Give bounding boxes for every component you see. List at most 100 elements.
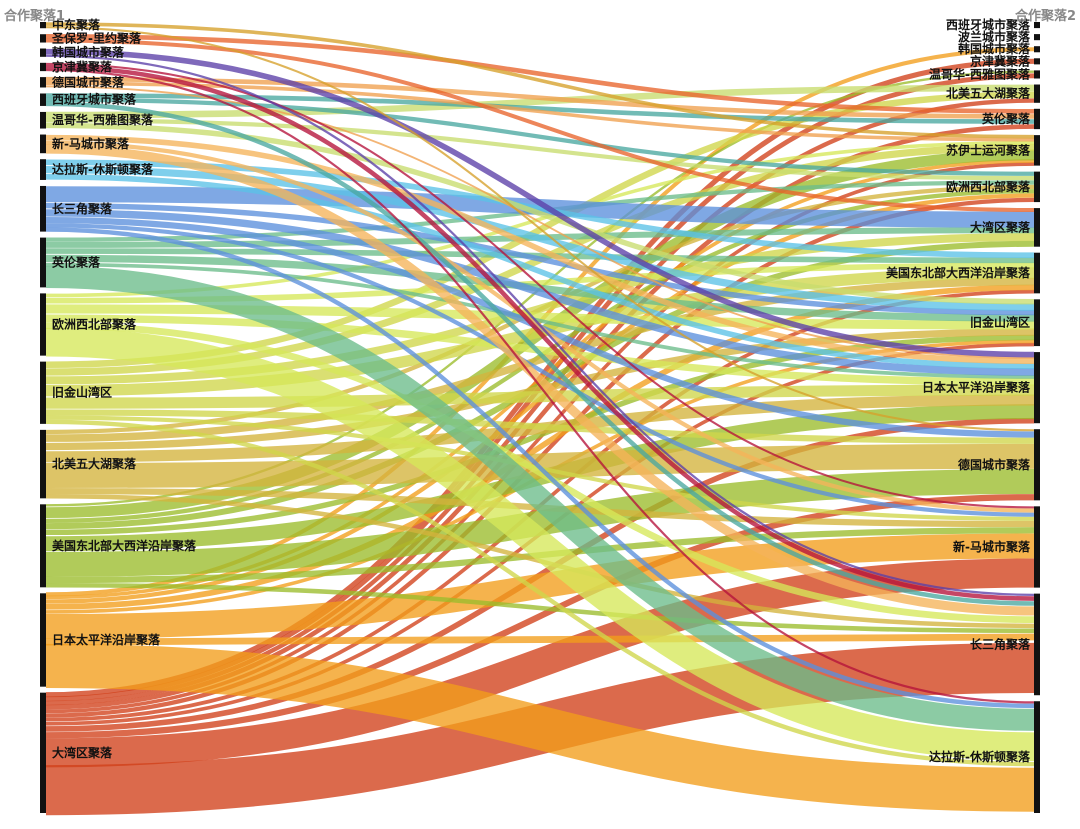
sankey-link xyxy=(45,314,1035,386)
right-node-label: 美国东北部大西洋沿岸聚落 xyxy=(886,265,1031,280)
sankey-link xyxy=(45,248,1035,264)
sankey-link xyxy=(45,64,1035,601)
sankey-link xyxy=(45,26,1035,432)
left-node-bar xyxy=(40,77,46,88)
right-node-label: 长三角聚落 xyxy=(970,636,1031,651)
sankey-link xyxy=(45,262,1035,379)
left-axis-title: 合作聚落1 xyxy=(4,8,65,24)
left-node-label: 温哥华-西雅图聚落 xyxy=(52,112,154,127)
right-node-label: 新-马城市聚落 xyxy=(953,539,1031,554)
sankey-link xyxy=(45,118,1035,181)
sankey-link xyxy=(45,101,1035,606)
right-node-bar xyxy=(1034,252,1040,294)
sankey-link xyxy=(45,84,1035,119)
left-node-label: 韩国城市聚落 xyxy=(52,45,125,60)
right-node-bar xyxy=(1034,46,1040,53)
left-node-label: 圣保罗-里约聚落 xyxy=(51,30,142,45)
sankey-link xyxy=(45,266,1035,731)
right-node-label: 德国城市聚落 xyxy=(958,457,1031,472)
left-node-label: 日本太平洋沿岸聚落 xyxy=(52,632,161,647)
sankey-link xyxy=(45,254,1035,322)
left-node-label: 中东聚落 xyxy=(52,17,101,32)
right-node-bar xyxy=(1034,34,1040,41)
sankey-link xyxy=(45,322,1035,624)
sankey-link xyxy=(45,469,1035,577)
sankey-link xyxy=(45,97,1035,176)
right-node-bar xyxy=(1034,84,1040,103)
sankey-link xyxy=(45,209,1035,376)
right-node-bar xyxy=(1034,108,1040,130)
right-node-bar xyxy=(1034,135,1040,166)
left-node-label: 达拉斯-休斯顿聚落 xyxy=(52,162,154,177)
right-node-bar xyxy=(1034,701,1040,813)
sankey-link xyxy=(45,22,1035,139)
right-node-bar xyxy=(1034,506,1040,588)
sankey-link xyxy=(45,409,1035,444)
right-node-label: 日本太平洋沿岸聚落 xyxy=(922,380,1031,395)
sankey-link xyxy=(45,533,1035,639)
sankey-link xyxy=(45,633,1035,646)
links-layer xyxy=(45,22,1035,816)
right-node-bar xyxy=(1034,171,1040,203)
right-node-label: 苏伊士运河聚落 xyxy=(946,142,1031,157)
sankey-link xyxy=(45,140,1035,298)
right-node-label: 欧洲西北部聚落 xyxy=(946,179,1031,194)
right-node-bar xyxy=(1034,70,1040,79)
left-node-label: 旧金山湾区 xyxy=(52,385,112,400)
left-node-label: 新-马城市聚落 xyxy=(52,136,130,151)
left-node-bar xyxy=(40,293,46,356)
left-node-label: 京津冀聚落 xyxy=(52,59,113,74)
sankey-link xyxy=(45,48,1035,358)
sankey-link xyxy=(45,54,1035,597)
left-node-bar xyxy=(40,504,46,588)
sankey-link xyxy=(45,582,1035,634)
sankey-link xyxy=(45,122,1035,305)
left-node-bar xyxy=(40,593,46,687)
sankey-link xyxy=(45,62,1035,509)
right-node-label: 英伦聚落 xyxy=(982,111,1031,126)
left-node-bar xyxy=(40,48,46,57)
right-node-bar xyxy=(1034,352,1040,424)
sankey-link xyxy=(45,76,1035,119)
sankey-link xyxy=(45,227,1035,709)
right-node-label: 西班牙城市聚落 xyxy=(946,17,1031,32)
right-node-bar xyxy=(1034,208,1040,247)
left-node-bar xyxy=(40,62,46,72)
sankey-link xyxy=(45,174,1035,369)
left-node-label: 大湾区聚落 xyxy=(52,745,113,760)
right-node-label: 达拉斯-休斯顿聚落 xyxy=(929,749,1031,764)
left-node-bar xyxy=(40,361,46,424)
sankey-link xyxy=(45,68,1035,704)
right-axis-title: 合作聚落2 xyxy=(1015,8,1076,24)
right-node-label: 大湾区聚落 xyxy=(970,219,1031,234)
right-node-label: 北美五大湖聚落 xyxy=(946,86,1031,101)
left-node-label: 欧洲西北部聚落 xyxy=(52,317,137,332)
right-node-label: 温哥华-西雅图聚落 xyxy=(929,66,1031,81)
left-node-label: 北美五大湖聚落 xyxy=(52,456,137,471)
right-node-label: 旧金山湾区 xyxy=(970,315,1030,330)
right-node-bar xyxy=(1034,22,1040,29)
nodes-layer xyxy=(40,22,1040,813)
right-node-bar xyxy=(1034,58,1040,65)
right-node-bar xyxy=(1034,429,1040,501)
left-node-label: 德国城市聚落 xyxy=(52,74,125,89)
sankey-link xyxy=(45,327,1035,761)
left-node-label: 西班牙城市聚落 xyxy=(52,92,137,107)
left-node-label: 英伦聚落 xyxy=(52,254,101,269)
sankey-link xyxy=(45,85,1035,359)
sankey-link xyxy=(45,419,1035,767)
sankey-link xyxy=(45,33,1035,114)
sankey-link xyxy=(45,202,1035,316)
labels-layer: 中东聚落圣保罗-里约聚落韩国城市聚落京津冀聚落德国城市聚落西班牙城市聚落温哥华-… xyxy=(51,17,1031,764)
right-node-bar xyxy=(1034,299,1040,347)
sankey-link xyxy=(45,643,1035,812)
left-node-bar xyxy=(40,692,46,813)
right-node-label: 韩国城市聚落 xyxy=(958,41,1031,56)
left-node-bar xyxy=(40,429,46,499)
left-node-bar xyxy=(40,34,46,43)
left-node-label: 美国东北部大西洋沿岸聚落 xyxy=(52,538,197,553)
right-node-label: 波兰城市聚落 xyxy=(958,29,1031,44)
left-node-bar xyxy=(40,185,46,232)
sankey-link xyxy=(45,159,1035,259)
